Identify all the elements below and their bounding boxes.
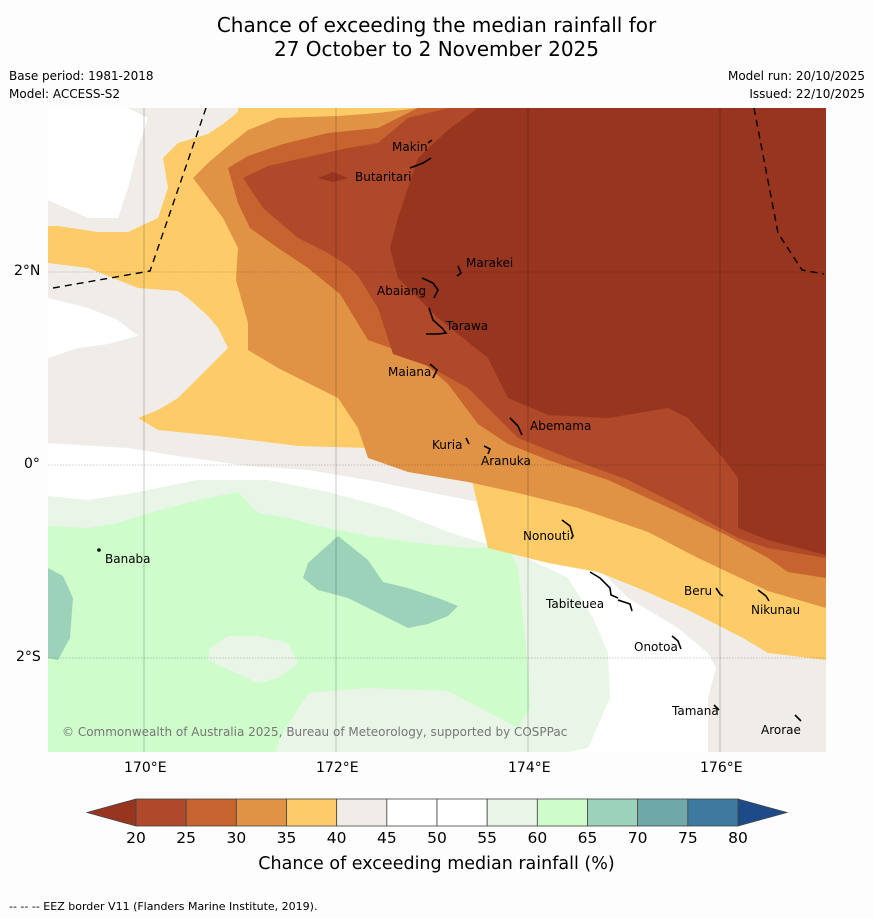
- band-65-70-center: [303, 536, 458, 628]
- island-label: Kuria: [432, 438, 463, 452]
- map-title-line-1: Chance of exceeding the median rainfall …: [216, 13, 657, 37]
- band-45-55-north: [48, 108, 148, 218]
- lon-label: 174°E: [508, 760, 551, 776]
- island-label: Beru: [684, 584, 712, 598]
- colorbar-over-arrow: [737, 798, 788, 827]
- island-label: Onotoa: [634, 640, 678, 654]
- colorbar-tick-label: 35: [276, 829, 297, 847]
- band-under-20: [390, 108, 826, 555]
- colorbar-swatch: [687, 798, 739, 827]
- island-label: Tabiteuea: [545, 597, 604, 611]
- colorbar-tick-label: 40: [326, 829, 347, 847]
- island-label: Butaritari: [355, 170, 412, 184]
- colorbar-tick-label: 25: [176, 829, 197, 847]
- island-label: Aranuka: [481, 454, 531, 468]
- colorbar-swatch: [536, 798, 588, 827]
- eez-footnote: -- -- -- EEZ border V11 (Flanders Marine…: [9, 900, 318, 913]
- colorbar-tick-label: 30: [226, 829, 247, 847]
- rainfall-map: Makin Butaritari Marakei Abaiang Tarawa …: [48, 108, 826, 752]
- island-label: Nonouti: [523, 529, 570, 543]
- colorbar-tick-label: 60: [527, 829, 548, 847]
- colorbar: [86, 798, 788, 827]
- island-shapes: [97, 139, 802, 722]
- colorbar-swatch: [436, 798, 488, 827]
- eez-border: [52, 108, 825, 289]
- island-label: Tamana: [671, 704, 719, 718]
- colorbar-tick-label: 50: [427, 829, 447, 847]
- colorbar-swatch: [386, 798, 438, 827]
- colorbar-swatch: [637, 798, 689, 827]
- colorbar-tick-label: 55: [477, 829, 498, 847]
- island-label: Tarawa: [445, 319, 488, 333]
- island-label: Banaba: [105, 552, 151, 566]
- band-55-60-island: [208, 636, 298, 683]
- band-60-65: [48, 492, 530, 752]
- island-label: Maiana: [388, 365, 431, 379]
- white-speck: [89, 158, 99, 178]
- model-text: Model: ACCESS-S2: [9, 87, 121, 101]
- lat-label: 0°: [24, 456, 40, 472]
- colorbar-tick-label: 45: [376, 829, 397, 847]
- colorbar-tick-label: 75: [677, 829, 698, 847]
- latitude-lines: [48, 271, 826, 659]
- colorbar-swatch: [135, 798, 187, 827]
- lon-label: 170°E: [124, 760, 167, 776]
- lon-label: 176°E: [700, 760, 743, 776]
- colorbar-tick-label: 80: [728, 829, 748, 847]
- lon-label: 172°E: [316, 760, 359, 776]
- colorbar-swatch: [486, 798, 538, 827]
- colorbar-swatch: [286, 798, 338, 827]
- copyright-text: © Commonwealth of Australia 2025, Bureau…: [62, 725, 567, 739]
- gridlines: [143, 108, 721, 752]
- colorbar-swatch: [185, 798, 237, 827]
- band-65-70-west: [48, 568, 73, 660]
- model-run-text: Model run: 20/10/2025: [727, 69, 865, 83]
- colorbar-under-arrow: [86, 798, 137, 827]
- island-label: Abaiang: [377, 284, 426, 298]
- island-label: Abemama: [530, 419, 591, 433]
- island-label: Makin: [392, 140, 428, 154]
- colorbar-swatch: [587, 798, 639, 827]
- colorbar-tick-label: 20: [126, 829, 146, 847]
- colorbar-tick-label: 65: [577, 829, 598, 847]
- colorbar-title: Chance of exceeding median rainfall (%): [258, 854, 615, 874]
- band-under-20-butaritari: [318, 172, 348, 182]
- colorbar-swatch: [336, 798, 388, 827]
- base-period-text: Base period: 1981-2018: [9, 69, 154, 83]
- island-label: Arorae: [761, 723, 801, 737]
- island-labels: Makin Butaritari Marakei Abaiang Tarawa …: [105, 140, 801, 737]
- island-label: Nikunau: [751, 603, 800, 617]
- colorbar-tick-label: 70: [627, 829, 648, 847]
- map-title-line-2: 27 October to 2 November 2025: [273, 37, 600, 61]
- colorbar-swatch: [235, 798, 287, 827]
- issued-text: Issued: 22/10/2025: [749, 87, 865, 101]
- lat-label: 2°N: [14, 263, 41, 279]
- band-45-55-west: [48, 298, 138, 358]
- island-label: Marakei: [466, 256, 513, 270]
- lat-label: 2°S: [16, 649, 41, 665]
